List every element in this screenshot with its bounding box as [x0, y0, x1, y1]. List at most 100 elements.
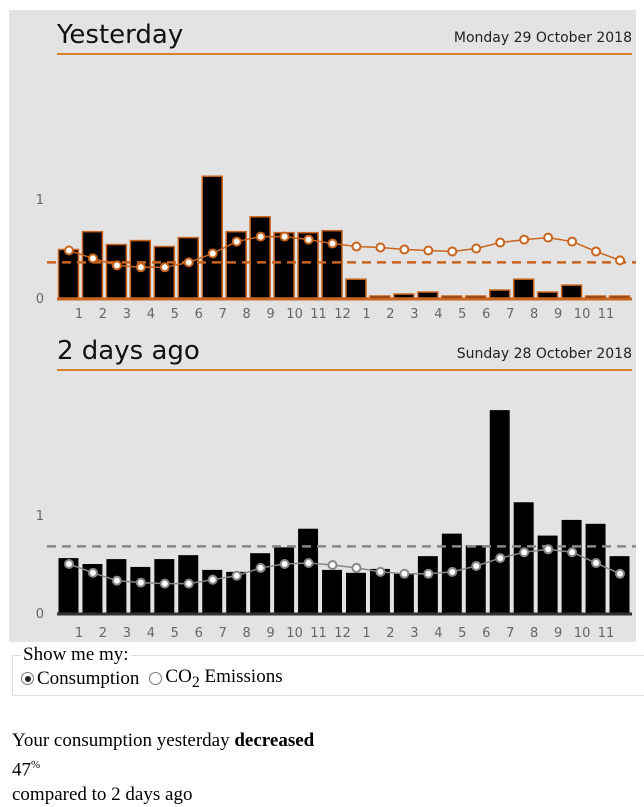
trend-point	[255, 562, 266, 573]
trend-point	[255, 231, 266, 242]
x-tick-label: 9	[554, 307, 562, 322]
x-tick-label: 10	[286, 307, 303, 322]
trend-point	[111, 575, 122, 586]
x-tick-label: 11	[310, 307, 327, 322]
trend-point	[183, 578, 194, 589]
trend-point	[159, 262, 170, 273]
x-tick-label: 10	[574, 626, 591, 641]
bar	[417, 556, 438, 613]
chart-title: Yesterday	[56, 20, 183, 50]
radio-checked-icon[interactable]	[21, 672, 34, 686]
radio-consumption-label: Consumption	[37, 667, 140, 689]
bar	[106, 559, 127, 613]
x-tick-label: 4	[147, 626, 155, 641]
trend-point	[423, 245, 434, 256]
radio-co2-emissions[interactable]: CO2 Emissions	[149, 666, 283, 692]
chart-date: Monday 29 October 2018	[454, 30, 632, 46]
bar	[465, 545, 486, 613]
x-tick-label: 3	[123, 626, 131, 641]
trend-point	[423, 568, 434, 579]
x-tick-label: 6	[482, 307, 490, 322]
bar	[393, 573, 414, 613]
chart-title: 2 days ago	[57, 336, 200, 366]
trend-point	[591, 558, 602, 569]
bar	[57, 248, 80, 299]
trend-point	[63, 245, 74, 256]
chart-date: Sunday 28 October 2018	[457, 346, 632, 362]
bar	[322, 569, 342, 613]
x-tick-label: 1	[362, 307, 370, 322]
trend-point	[375, 566, 386, 577]
x-tick-label: 3	[410, 626, 418, 641]
x-tick-label: 2	[386, 307, 394, 322]
trend-point	[351, 241, 362, 252]
bar	[226, 571, 247, 613]
bar	[273, 231, 295, 299]
radio-consumption[interactable]: Consumption	[21, 668, 139, 690]
radio-unchecked-icon[interactable]	[149, 672, 163, 686]
x-tick-label: 5	[458, 307, 466, 322]
bar	[130, 566, 151, 613]
summary-trend: decreased	[234, 730, 315, 751]
x-tick-label: 3	[123, 307, 131, 322]
trend-point	[87, 567, 98, 578]
bar	[489, 289, 511, 299]
x-tick-label: 12	[334, 307, 351, 322]
x-tick-label: 5	[458, 626, 466, 641]
summary-line3: compared to 2 days ago	[12, 784, 193, 806]
trend-point	[543, 544, 554, 555]
x-tick-label: 5	[171, 626, 179, 641]
x-tick-label: 12	[334, 626, 351, 641]
x-tick-label: 2	[386, 626, 394, 641]
y-tick-label: 1	[36, 509, 44, 524]
bar	[298, 528, 319, 613]
summary-line1: Your consumption yesterday decreased	[12, 728, 314, 753]
trend-point	[279, 231, 290, 242]
trend-point	[303, 558, 314, 569]
x-tick-label: 9	[266, 626, 274, 641]
trend-point	[591, 246, 602, 257]
trend-point	[471, 560, 482, 571]
x-tick-label: 1	[362, 626, 370, 641]
trend-point	[63, 559, 74, 569]
trend-point	[495, 553, 506, 564]
x-tick-label: 6	[482, 626, 490, 641]
comparison-summary: Your consumption yesterday decreased 47%…	[12, 728, 314, 807]
co2-subscript: 2	[191, 673, 200, 691]
trend-point	[543, 232, 554, 243]
bar	[561, 519, 582, 613]
x-tick-label: 2	[99, 307, 107, 322]
trend-point	[183, 257, 194, 268]
trend-point	[399, 568, 410, 579]
trend-point	[231, 236, 242, 247]
bar	[513, 502, 534, 613]
trend-point	[495, 237, 506, 248]
trend-point	[87, 253, 98, 264]
trend-point	[111, 260, 122, 271]
bar	[369, 568, 390, 613]
co2-text: CO	[165, 666, 192, 687]
x-tick-label: 1	[75, 307, 83, 322]
bar	[250, 553, 271, 613]
trend-point	[351, 562, 362, 573]
bar	[537, 535, 558, 613]
emissions-text: Emissions	[199, 666, 283, 687]
x-tick-label: 1	[75, 626, 83, 641]
radio-co2-label: CO2 Emissions	[165, 666, 282, 692]
x-tick-label: 2	[99, 626, 107, 641]
trend-point	[375, 242, 386, 253]
bar	[58, 558, 79, 613]
bar	[345, 278, 367, 299]
x-tick-label: 7	[506, 626, 514, 641]
x-tick-label: 4	[434, 626, 442, 641]
x-tick-label: 10	[286, 626, 303, 641]
trend-point	[231, 570, 242, 581]
trend-point	[567, 547, 578, 558]
trend-point	[447, 246, 458, 257]
summary-text: Your consumption yesterday	[12, 730, 235, 751]
bar	[82, 564, 103, 613]
trend-point	[399, 244, 410, 255]
x-tick-label: 6	[195, 626, 203, 641]
bar	[177, 236, 200, 299]
